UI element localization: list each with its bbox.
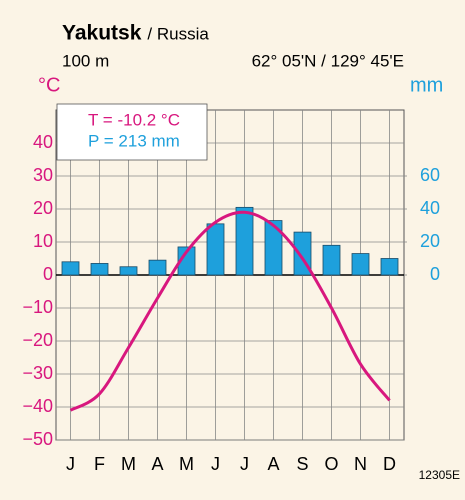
temperature-line	[69, 210, 391, 412]
y2-tick-label: 0	[430, 264, 440, 284]
annotation: T = -10.2 °C	[88, 110, 180, 129]
y2-tick-label: 40	[420, 198, 440, 218]
y-tick-label: −40	[22, 396, 53, 416]
y-tick-label: −50	[22, 429, 53, 449]
bar	[206, 223, 225, 276]
elevation: 100 m	[62, 51, 109, 70]
y-tick-label: −20	[22, 330, 53, 350]
x-tick-label: M	[121, 454, 136, 474]
chart-title: Yakutsk	[62, 22, 142, 45]
chart-subtitle: / Russia	[147, 24, 209, 43]
bar	[380, 258, 399, 276]
bar	[235, 206, 254, 276]
bar	[119, 266, 138, 276]
y2-tick-label: 20	[420, 231, 440, 251]
y2-axis-label: mm	[410, 74, 443, 96]
x-tick-label: J	[240, 454, 249, 474]
x-tick-label: J	[211, 454, 220, 474]
x-tick-label: A	[267, 454, 279, 474]
bar	[351, 253, 370, 276]
bar	[322, 244, 341, 276]
x-tick-label: M	[179, 454, 194, 474]
bar	[177, 246, 196, 276]
annotation: P = 213 mm	[88, 131, 180, 150]
y-tick-label: 0	[43, 264, 53, 284]
coordinates: 62° 05'N / 129° 45'E	[252, 51, 404, 70]
legend-box	[56, 103, 208, 161]
bar	[264, 220, 283, 276]
y-tick-label: −30	[22, 363, 53, 383]
bar	[90, 263, 109, 276]
y-tick-label: 10	[33, 231, 53, 251]
x-tick-label: F	[94, 454, 105, 474]
y-tick-label: 20	[33, 198, 53, 218]
x-tick-label: J	[66, 454, 75, 474]
y-tick-label: −10	[22, 297, 53, 317]
x-tick-label: O	[324, 454, 338, 474]
bar	[148, 259, 167, 276]
x-tick-label: D	[383, 454, 396, 474]
y-tick-label: 30	[33, 165, 53, 185]
y-axis-label: °C	[38, 74, 60, 96]
x-tick-label: A	[151, 454, 163, 474]
x-tick-label: S	[296, 454, 308, 474]
x-tick-label: N	[354, 454, 367, 474]
code: 12305E	[419, 468, 460, 482]
bar	[61, 261, 80, 276]
y2-tick-label: 60	[420, 165, 440, 185]
y-tick-label: 40	[33, 132, 53, 152]
